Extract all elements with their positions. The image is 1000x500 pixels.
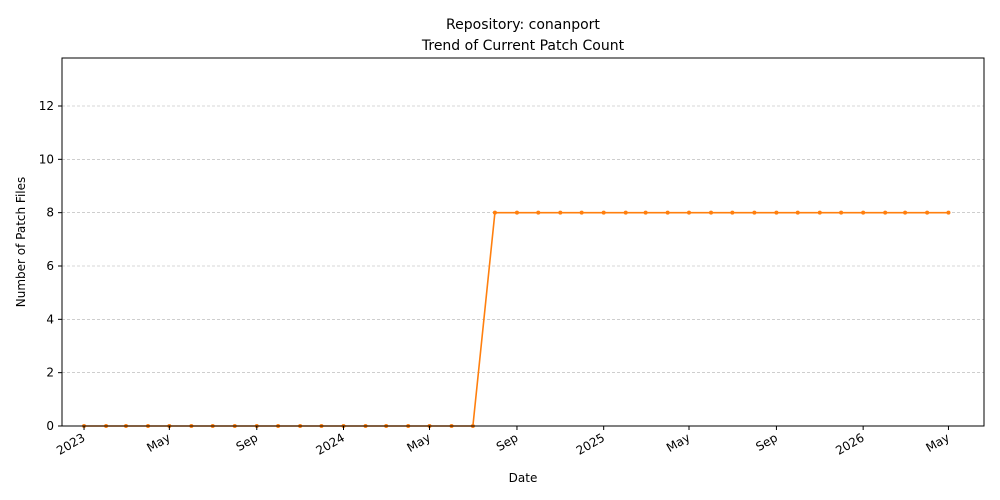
data-point bbox=[536, 210, 541, 215]
data-point bbox=[730, 210, 735, 215]
data-point bbox=[861, 210, 866, 215]
grid-lines bbox=[62, 105, 984, 373]
data-point bbox=[686, 210, 691, 215]
data-point bbox=[817, 210, 822, 215]
chart-title: Repository: conanport bbox=[446, 17, 600, 33]
data-point bbox=[839, 210, 844, 215]
y-axis: 0 2 4 6 8 10 12 bbox=[39, 99, 62, 433]
x-tick-label: 2024 bbox=[314, 430, 347, 457]
x-tick-label: May bbox=[405, 430, 433, 455]
data-point bbox=[623, 210, 628, 215]
data-point bbox=[492, 210, 497, 215]
data-point bbox=[925, 210, 930, 215]
y-tick-label: 8 bbox=[46, 206, 54, 220]
data-point bbox=[601, 210, 606, 215]
x-axis: 2023 May Sep 2024 May Sep 2025 May Sep 2026 May bbox=[54, 426, 952, 458]
x-tick-label: Sep bbox=[234, 430, 261, 453]
data-point bbox=[514, 210, 519, 215]
data-point bbox=[946, 210, 951, 215]
y-tick-label: 4 bbox=[46, 312, 54, 326]
x-tick-label: May bbox=[664, 430, 692, 455]
data-point bbox=[795, 210, 800, 215]
data-point bbox=[709, 210, 714, 215]
y-tick-label: 10 bbox=[39, 152, 54, 166]
data-point bbox=[752, 210, 757, 215]
x-tick-label: May bbox=[923, 430, 951, 455]
data-point bbox=[643, 210, 648, 215]
x-tick-label: Sep bbox=[753, 430, 780, 453]
y-axis-label: Number of Patch Files bbox=[14, 177, 28, 308]
x-axis-label: Date bbox=[509, 471, 538, 485]
chart-subtitle: Trend of Current Patch Count bbox=[421, 38, 625, 54]
data-point bbox=[665, 210, 670, 215]
data-point bbox=[903, 210, 908, 215]
data-point bbox=[579, 210, 584, 215]
data-point bbox=[774, 210, 779, 215]
data-point bbox=[558, 210, 563, 215]
x-tick-label: 2026 bbox=[833, 430, 866, 457]
x-tick-label: Sep bbox=[494, 430, 521, 453]
y-tick-label: 0 bbox=[46, 419, 54, 433]
x-tick-label: May bbox=[144, 430, 172, 455]
y-tick-label: 6 bbox=[46, 259, 54, 273]
y-tick-label: 2 bbox=[46, 366, 54, 380]
data-point bbox=[883, 210, 888, 215]
y-tick-label: 12 bbox=[39, 99, 54, 113]
x-tick-label: 2025 bbox=[574, 430, 607, 457]
plot-frame bbox=[61, 57, 985, 427]
x-tick-label: 2023 bbox=[54, 430, 87, 457]
